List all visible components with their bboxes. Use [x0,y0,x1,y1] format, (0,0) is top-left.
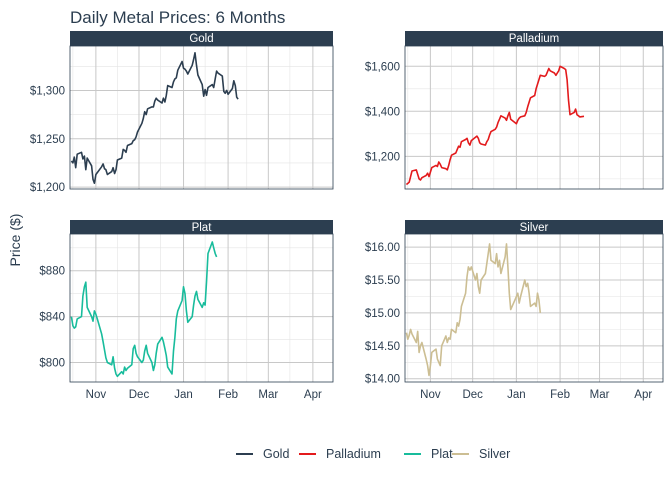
y-tick-label: $14.50 [365,341,400,353]
x-tick-label: Jan [507,389,526,401]
strip-label: Palladium [509,33,560,45]
x-tick-label: Feb [218,389,238,401]
strip-label: Silver [520,222,549,234]
strip-palladium [405,31,663,46]
y-tick-label: $1,250 [30,134,65,146]
chart-title: Daily Metal Prices: 6 Months [70,8,285,27]
strip-silver [405,220,663,234]
x-tick-label: Jan [174,389,193,401]
strip-label: Gold [189,33,213,45]
y-axis-label: Price ($) [7,214,23,267]
legend: Gold Palladium Plat Silver [236,447,510,461]
legend-item-silver: Silver [452,447,510,461]
strip-plat [70,220,333,234]
y-tick-label: $15.50 [365,275,400,287]
x-tick-label: Apr [634,389,652,401]
panel-silver: Silver $14.00 $14.50 $15.00 $15.50 $16.00 Nov D… [365,220,664,401]
y-tick-label: $840 [39,312,65,324]
y-tick-label: $15.00 [365,308,400,320]
panel-border [404,233,664,383]
x-tick-label: Nov [420,389,441,401]
y-tick-label: $14.00 [365,374,400,386]
legend-label: Plat [431,447,453,461]
legend-label: Palladium [326,447,381,461]
x-tick-label: Mar [258,389,278,401]
strip-gold [70,31,333,46]
panel-gold: Gold $1,200 $1,250 $1,300 [30,31,334,194]
series-line-gold [70,52,239,184]
x-tick-label: Mar [590,389,610,401]
series-line-silver [405,243,542,377]
facet-panels: Gold $1,200 $1,250 $1,300 Palladium $1,200 $1,… [30,31,664,401]
panel-palladium: Palladium $1,200 $1,400 $1,600 [365,31,664,190]
strip-label: Plat [192,222,213,234]
series-line-plat [70,241,218,378]
x-tick-label: Apr [304,389,322,401]
y-tick-label: $16.00 [365,242,400,254]
y-tick-label: $1,200 [30,182,65,194]
panel-border [404,45,664,190]
legend-item-gold: Gold [236,447,289,461]
x-tick-label: Nov [86,389,107,401]
y-tick-label: $1,200 [365,151,400,163]
y-tick-label: $1,400 [365,106,400,118]
x-tick-label: Dec [129,389,150,401]
y-tick-label: $880 [39,266,65,278]
panel-border [69,45,334,190]
panel-border [69,233,334,383]
panel-plat: Plat $800 $840 $880 Nov Dec Jan Feb Mar Apr [39,220,334,401]
x-tick-label: Feb [550,389,570,401]
y-tick-label: $1,600 [365,61,400,73]
series-line-palladium [405,65,585,186]
legend-item-palladium: Palladium [299,447,381,461]
legend-label: Gold [263,447,289,461]
y-tick-label: $800 [39,357,65,369]
legend-label: Silver [479,447,510,461]
x-tick-label: Dec [462,389,483,401]
y-tick-label: $1,300 [30,85,65,97]
legend-item-plat: Plat [404,447,453,461]
